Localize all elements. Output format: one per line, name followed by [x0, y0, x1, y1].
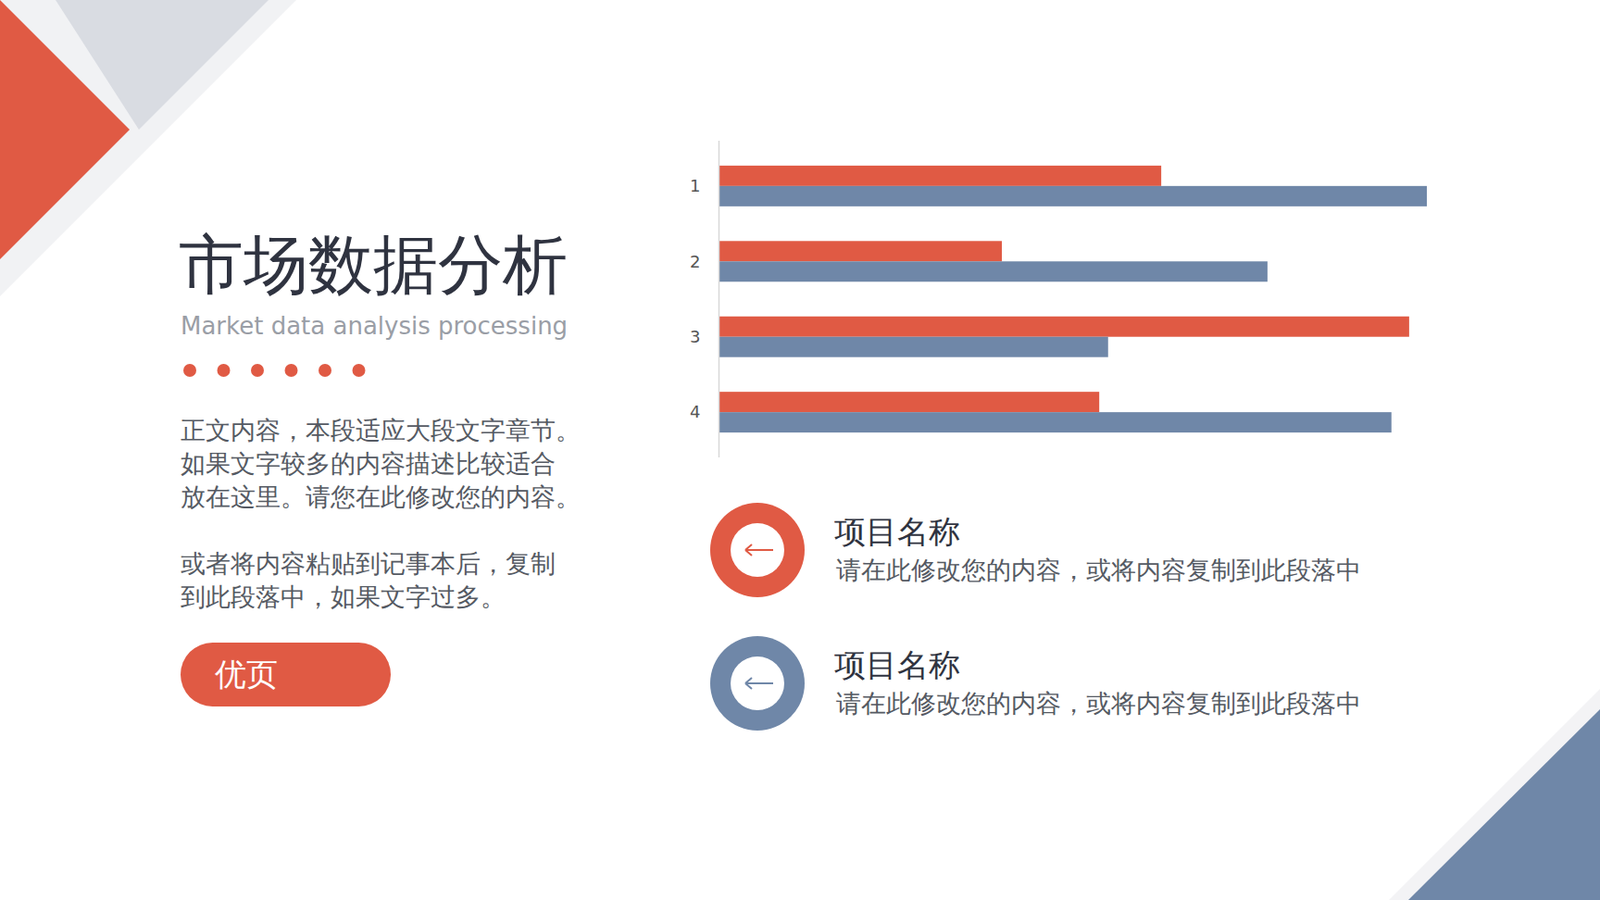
html-text:Market data analysis processin: Market data analysis processing [180, 312, 568, 340]
svg-text:4: 4 [689, 401, 700, 422]
html-text:优页: 优页 [214, 655, 278, 693]
html-text:请在此修改您的内容，或将内容复制到此段落中: 请在此修改您的内容，或将内容复制到此段落中 [836, 688, 1362, 718]
html-text:到此段落中，如果文字过多。: 到此段落中，如果文字过多。 [180, 582, 506, 612]
html-text:或者将内容粘贴到记事本后，复制: 或者将内容粘贴到记事本后，复制 [180, 549, 556, 578]
html-text:正文内容，本段适应大段文字章节。: 正文内容，本段适应大段文字章节。 [180, 415, 581, 445]
html-text:项目名称: 项目名称 [834, 646, 961, 684]
html-text:项目名称: 项目名称 [834, 512, 961, 550]
html-text:如果文字较多的内容描述比较适合: 如果文字较多的内容描述比较适合 [180, 449, 556, 478]
svg-text:3: 3 [689, 326, 700, 347]
html-text:市场数据分析: 市场数据分析 [178, 226, 568, 303]
html-text:放在这里。请您在此修改您的内容。: 放在这里。请您在此修改您的内容。 [180, 482, 581, 512]
svg-text:1: 1 [689, 175, 700, 196]
html-text:请在此修改您的内容，或将内容复制到此段落中: 请在此修改您的内容，或将内容复制到此段落中 [836, 555, 1362, 585]
svg-text:2: 2 [689, 251, 700, 272]
